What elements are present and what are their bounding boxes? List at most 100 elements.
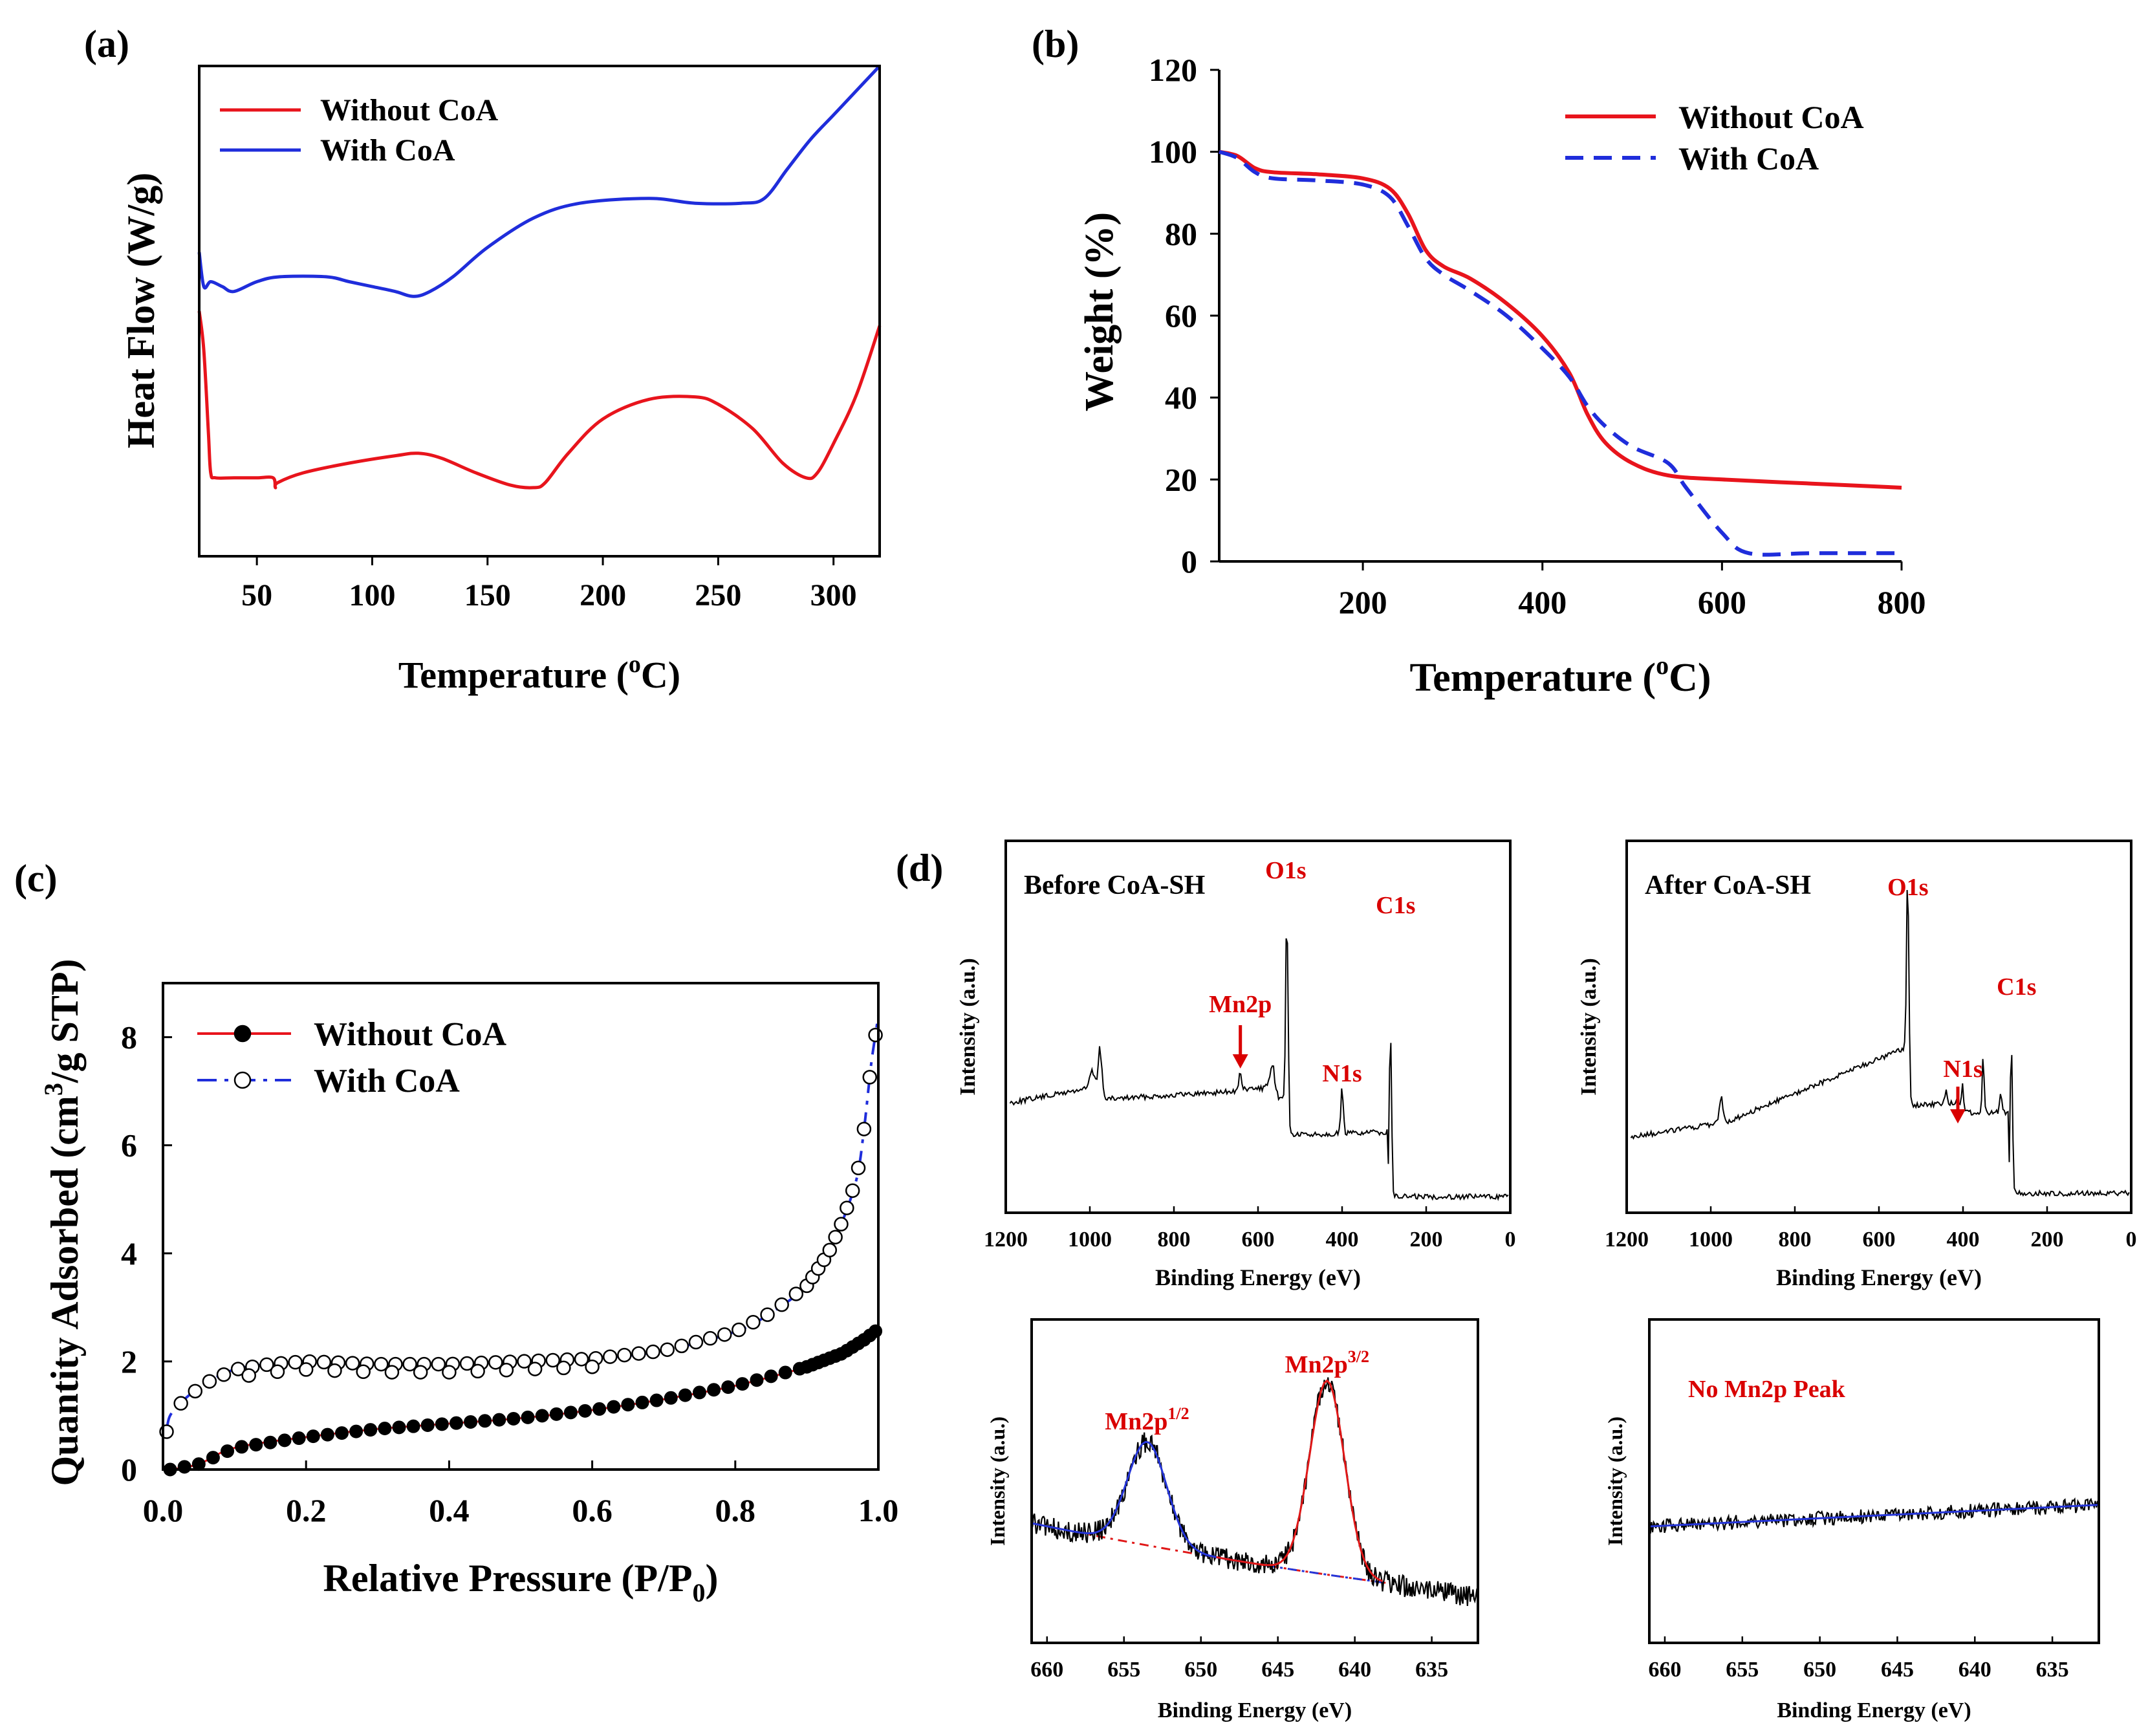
data-point (345, 1356, 360, 1371)
y-axis-title: Intensity (a.u.) (986, 1416, 1009, 1546)
panel-d1-frame (1004, 840, 1512, 1214)
data-point (249, 1438, 263, 1452)
legend-label: With CoA (1678, 140, 1819, 177)
x-axis-title: Binding Energy (eV) (1777, 1698, 1971, 1722)
data-point (764, 1369, 778, 1383)
x-tick-label: 1.0 (858, 1492, 899, 1528)
data-point (378, 1421, 392, 1435)
data-point (707, 1383, 721, 1397)
spectrum-line (1630, 889, 2130, 1198)
data-point (585, 1359, 600, 1374)
x-tick-label: 655 (1726, 1658, 1759, 1682)
data-point (442, 1365, 457, 1380)
spectrum-line (1009, 938, 1509, 1202)
x-tick-label: 645 (1881, 1658, 1914, 1682)
x-tick-label: 50 (241, 578, 272, 613)
data-point (778, 1365, 792, 1380)
x-tick-label: 400 (1518, 584, 1567, 620)
legend-label: Without CoA (314, 1016, 507, 1053)
data-point (828, 1230, 843, 1244)
data-point (316, 1354, 332, 1370)
y-axis-title: Intensity (a.u.) (1603, 1416, 1627, 1546)
x-tick-label: 650 (1803, 1658, 1836, 1682)
x-axis-title: Relative Pressure (P/P0) (323, 1557, 719, 1607)
panel-c-label: (c) (14, 857, 58, 900)
y-tick-label: 8 (121, 1019, 137, 1056)
y-tick-label: 0 (1181, 543, 1197, 580)
data-point (563, 1405, 578, 1420)
x-tick-label: 640 (1958, 1658, 1991, 1682)
y-axis-title: Quantity Adsorbed (cm3/g STP) (39, 959, 86, 1486)
data-point (420, 1418, 435, 1432)
annotation-arrow-head (1950, 1109, 1966, 1123)
annotation-n1s: N1s (1943, 1056, 1982, 1083)
annotation-no-peak: No Mn2p Peak (1688, 1376, 1846, 1403)
data-point (869, 1324, 883, 1338)
background-line-blue (1200, 1554, 1386, 1584)
data-point (384, 1365, 400, 1380)
panel-d3: 660 655 650 645 640 635 Binding Energy (eV) Int… (986, 1347, 1479, 1722)
data-point (241, 1368, 256, 1383)
y-tick-label: 120 (1149, 52, 1197, 88)
data-point (592, 1402, 607, 1416)
x-tick-label: 0.2 (286, 1492, 327, 1528)
data-point (263, 1435, 277, 1449)
x-tick-label: 0 (2126, 1228, 2137, 1252)
data-point (464, 1415, 478, 1429)
data-point (760, 1307, 775, 1322)
data-point (735, 1377, 750, 1391)
data-point (356, 1364, 371, 1380)
x-axis-title: Binding Energy (eV) (1155, 1264, 1361, 1290)
x-tick-label: 0.8 (715, 1492, 756, 1528)
y-axis-title: Heat Flow (W/g) (120, 173, 162, 449)
data-point (235, 1440, 249, 1454)
data-point (506, 1411, 521, 1426)
annotation-o1s: O1s (1265, 857, 1306, 884)
series-with-coa (197, 65, 881, 298)
data-point (413, 1365, 428, 1380)
data-point (607, 1400, 621, 1414)
data-point (834, 1217, 849, 1231)
x-tick-label: 600 (1242, 1228, 1275, 1252)
data-point (173, 1396, 188, 1411)
panel-c: (c) 0 2 4 6 8 0.0 0.2 0.4 0.6 0.8 1.0 Relative Press… (14, 857, 898, 1607)
data-point (674, 1338, 689, 1354)
data-point (603, 1349, 618, 1364)
data-point (635, 1395, 649, 1409)
data-point (664, 1391, 678, 1405)
data-point (649, 1393, 664, 1407)
data-point (693, 1385, 706, 1400)
x-axis-title: Binding Energy (eV) (1158, 1698, 1352, 1722)
y-axis-title: Intensity (a.u.) (956, 958, 980, 1096)
data-point (406, 1419, 420, 1433)
y-tick-label: 60 (1165, 298, 1197, 334)
data-point (549, 1407, 563, 1421)
panel-a: (a) 50 100 150 200 250 300 Temperature (oC) Heat… (84, 23, 882, 696)
x-tick-label: 200 (1339, 584, 1387, 620)
data-point (732, 1322, 746, 1338)
x-tick-label: 100 (349, 578, 395, 613)
data-point (459, 1356, 475, 1371)
data-point (488, 1355, 503, 1370)
panel-a-label: (a) (84, 23, 129, 65)
data-point (449, 1416, 463, 1430)
x-tick-label: 250 (695, 578, 741, 613)
series-without-coa (1219, 149, 1902, 490)
data-point (822, 1242, 838, 1258)
data-point (492, 1413, 506, 1427)
fit-line (1649, 1504, 2099, 1528)
annotation-mn2p-12: Mn2p1/2 (1105, 1404, 1189, 1435)
data-point (306, 1429, 320, 1444)
series-with-coa (1219, 149, 1902, 557)
panel-c-frame (162, 982, 880, 1471)
data-point (177, 1460, 191, 1474)
data-point (774, 1297, 789, 1312)
x-tick-label: 635 (2036, 1658, 2069, 1682)
data-point (545, 1352, 561, 1368)
annotation-mn2p: Mn2p (1209, 991, 1272, 1018)
data-point (868, 1027, 883, 1043)
data-point (216, 1367, 232, 1382)
data-point (678, 1388, 692, 1402)
data-point (188, 1383, 203, 1399)
